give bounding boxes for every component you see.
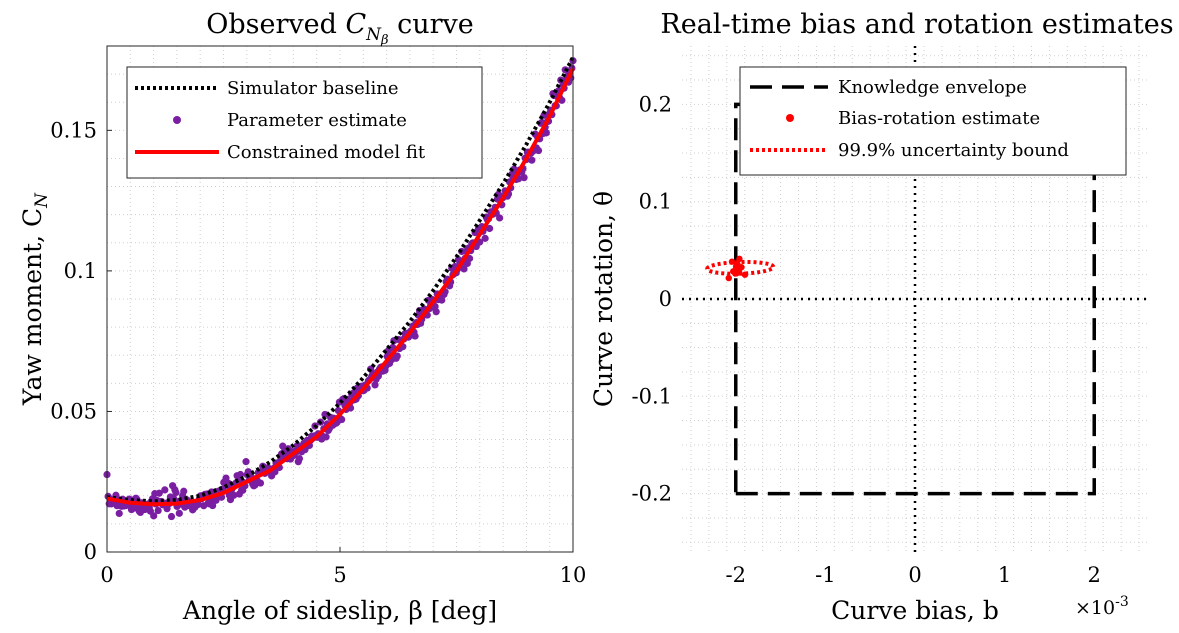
uncertainty-bound-ellipse [705,259,776,276]
right-legend: Knowledge envelope Bias-rotation estimate… [739,66,1127,176]
left-series [103,56,577,521]
left-y-tick-label: 0.15 [50,118,97,142]
parameter-estimate-point [411,332,419,340]
parameter-estimate-point [321,410,329,419]
parameter-estimate-point [322,433,330,441]
right-y-tick-label: 0.2 [639,92,672,116]
right-x-tick-label: -2 [726,563,746,587]
right-x-multiplier: ×10-3 [1075,594,1129,619]
parameter-estimate-point [180,487,188,495]
right-x-tick-label: -1 [815,563,835,587]
parameter-estimate-point [528,156,536,164]
parameter-estimate-point [194,500,202,509]
parameter-estimate-point [256,479,265,487]
left-legend-box [126,66,483,179]
parameter-estimate-point [438,296,446,304]
parameter-estimate-point [393,352,401,360]
legend-entry-label: Parameter estimate [227,110,407,131]
left-y-tick-label: 0.05 [50,399,97,423]
bias-rotation-estimate-point [730,268,737,275]
bias-rotation-estimate-point [725,274,732,282]
left-x-axis-label: Angle of sideslip, β [deg] [182,596,497,625]
right-chart: -2 -1 0 1 2 -0.2 -0.1 0 0.1 0.2 Real-time bias an… [589,9,1174,625]
right-x-tick-label: 2 [1088,563,1101,587]
parameter-estimate-point [279,442,287,450]
bias-rotation-estimate-point [741,271,749,278]
legend-entry-label: Bias-rotation estimate [838,108,1040,129]
parameter-estimate-point [542,129,550,137]
legend-estimate-swatch [173,116,181,124]
left-x-tick-label: 10 [560,563,587,587]
parameter-estimate-point [154,506,162,515]
parameter-estimate-point [167,512,176,521]
parameter-estimate-point [520,174,528,182]
legend-estimate-swatch [786,114,794,122]
constrained-fit-line [106,67,575,507]
right-y-tick-label: -0.1 [632,384,673,408]
legend-entry-label: Simulator baseline [227,78,399,99]
legend-entry-label: Constrained model fit [227,142,426,163]
left-chart-title: Observed CNβ curve [206,9,474,48]
parameter-estimate-point [175,509,183,517]
bias-rotation-estimate-point [735,266,742,274]
simulator-baseline-line [106,56,575,504]
parameter-estimate-point [534,146,543,155]
right-x-axis-label: Curve bias, b [831,596,999,625]
parameter-estimate-point [371,381,379,389]
parameter-estimate-point [338,415,346,424]
parameter-estimate-point [150,512,158,520]
bias-rotation-estimate-point [728,258,736,265]
right-legend-box [739,66,1127,176]
left-x-tick-label: 5 [333,563,346,587]
left-ticks: 0 5 10 0 0.05 0.1 0.15 [50,118,586,587]
parameter-estimate-point [209,501,217,510]
left-x-tick-label: 0 [100,563,113,587]
parameter-estimate-point [481,234,489,242]
legend-entry-label: 99.9% uncertainty bound [838,140,1069,161]
left-y-tick-label: 0.1 [64,259,97,283]
right-x-tick-label: 1 [998,563,1011,587]
parameter-estimate-point [242,458,250,466]
parameter-estimate-point [460,265,468,273]
right-x-tick-label: 0 [908,563,921,587]
parameter-estimate-point [115,509,123,518]
parameter-estimate-point [295,454,304,463]
right-ticks: -2 -1 0 1 2 -0.2 -0.1 0 0.1 0.2 [632,92,1101,587]
right-y-tick-label: 0.1 [639,190,672,214]
parameter-estimate-point [172,488,180,497]
right-y-tick-label: -0.2 [632,482,673,506]
right-y-tick-label: 0 [659,287,672,311]
left-y-axis-label: Yaw moment, CN [18,192,52,406]
left-legend: Simulator baseline Parameter estimate Cons… [126,66,483,179]
left-y-tick-label: 0 [84,540,97,564]
parameter-estimate-point [485,224,494,233]
right-y-axis-label: Curve rotation, θ [589,191,618,407]
legend-entry-label: Knowledge envelope [838,77,1027,98]
parameter-estimate-point [155,489,163,497]
parameter-estimate-point [495,214,504,222]
parameter-estimate-point [230,491,238,499]
bias-rotation-estimate-point [736,255,743,263]
parameter-estimate-point [161,486,169,494]
left-chart: 0 5 10 0 0.05 0.1 0.15 Observed CNβ curve Angl… [18,9,586,625]
parameter-estimate-point [432,308,440,316]
right-chart-title: Real-time bias and rotation estimates [660,9,1173,40]
